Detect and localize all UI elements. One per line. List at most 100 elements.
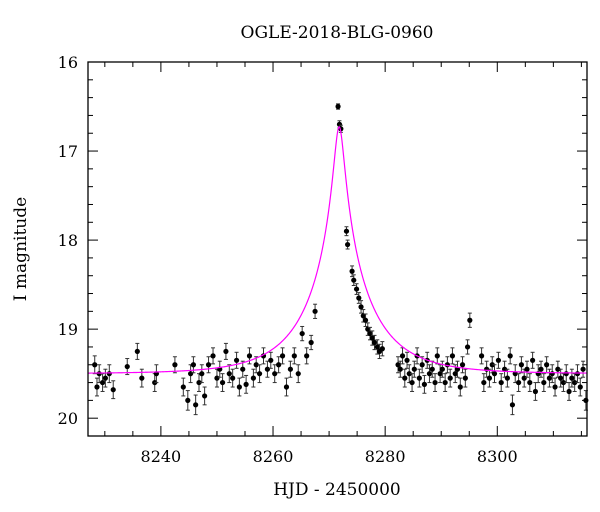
data-point [379, 346, 385, 352]
data-point [449, 353, 456, 359]
data-point [563, 371, 569, 377]
data-point [434, 353, 440, 359]
data-point [180, 384, 186, 390]
data-point [467, 317, 473, 323]
data-point [544, 362, 550, 368]
data-point [219, 379, 226, 386]
data-point [409, 379, 415, 386]
data-point [110, 387, 116, 393]
data-point [233, 357, 240, 363]
data-point [583, 397, 589, 403]
data-point [459, 362, 466, 368]
data-point [268, 357, 274, 363]
x-tick-label: 8280 [365, 447, 406, 466]
data-point [439, 366, 445, 372]
plot-frame [87, 61, 588, 437]
data-point [489, 362, 495, 368]
data-point [188, 371, 194, 377]
data-point [457, 384, 463, 390]
data-point [402, 375, 408, 381]
data-point [190, 362, 197, 368]
data-point [335, 103, 341, 110]
data-point [462, 375, 468, 381]
data-point [416, 375, 422, 381]
data-point [196, 379, 202, 386]
data-point [442, 379, 448, 386]
data-point [486, 375, 493, 381]
model-curve [88, 125, 588, 374]
data-point [411, 366, 417, 372]
data-point [397, 366, 403, 372]
data-point [308, 339, 314, 346]
data-point [527, 379, 533, 386]
data-point [507, 353, 513, 359]
data-point [210, 353, 216, 359]
data-point [515, 379, 522, 386]
data-point [199, 371, 205, 377]
data-point [226, 371, 232, 377]
data-point [283, 384, 290, 390]
axis-ticks [88, 61, 587, 437]
data-point [577, 384, 583, 390]
data-point [94, 384, 100, 390]
data-point [558, 375, 564, 381]
data-point [574, 371, 581, 377]
data-point [230, 375, 236, 381]
x-tick-label: 8240 [141, 447, 182, 466]
y-tick-label: 16 [58, 53, 78, 72]
data-point [569, 375, 575, 381]
data-point [99, 379, 106, 386]
data-point [560, 379, 567, 386]
data-point [96, 371, 102, 377]
data-point [501, 366, 508, 372]
data-point [256, 371, 263, 377]
data-point [276, 362, 282, 368]
data-point [344, 241, 351, 248]
data-point [279, 353, 286, 359]
data-point [106, 371, 112, 377]
y-tick-label: 18 [58, 231, 78, 250]
data-point [504, 375, 510, 381]
data-point [172, 362, 178, 368]
data-point [304, 353, 310, 359]
data-point [369, 335, 375, 341]
data-point [538, 366, 544, 372]
data-point [399, 353, 406, 359]
y-tick-label: 20 [58, 409, 78, 428]
x-axis-label: HJD - 2450000 [273, 480, 401, 500]
data-point [250, 375, 256, 381]
data-point [541, 379, 547, 386]
data-point [546, 375, 553, 381]
data-point [481, 379, 487, 386]
data-point [426, 371, 433, 377]
data-point [509, 402, 516, 408]
data-point [395, 362, 401, 368]
data-point [243, 381, 249, 387]
data-point [491, 371, 498, 377]
data-point [124, 363, 130, 370]
data-point [202, 393, 208, 399]
x-tick-label: 8260 [253, 447, 294, 466]
data-point [139, 375, 145, 381]
data-point [524, 366, 530, 372]
data-point [530, 357, 536, 363]
data-point [134, 348, 140, 355]
data-point [495, 357, 502, 363]
data-point [518, 362, 525, 368]
data-point [429, 366, 435, 372]
data-point [272, 371, 278, 377]
data-point [464, 344, 471, 350]
x-tick-label: 8300 [477, 447, 518, 466]
data-point [92, 362, 98, 368]
data-point [312, 308, 318, 314]
y-axis-label: I magnitude [11, 197, 31, 301]
data-point [185, 397, 191, 403]
data-point [419, 362, 425, 368]
chart-title: OGLE-2018-BLG-0960 [241, 23, 434, 43]
data-point [437, 371, 443, 377]
data-point [452, 371, 458, 377]
data-point [351, 277, 357, 283]
data-point [367, 330, 373, 337]
data-point [353, 286, 360, 292]
